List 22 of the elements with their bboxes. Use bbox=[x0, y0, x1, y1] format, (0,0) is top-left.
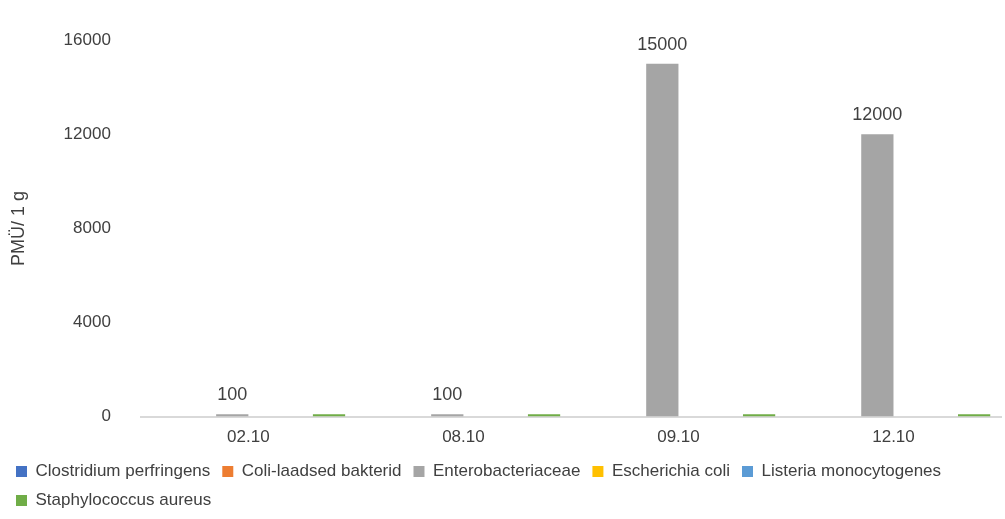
legend-label: Escherichia coli bbox=[611, 461, 731, 481]
x-tick-label: 09.10 bbox=[657, 427, 700, 447]
y-tick-label: 0 bbox=[101, 406, 111, 426]
data-label: 15000 bbox=[637, 33, 688, 54]
y-tick-label: 4000 bbox=[73, 312, 111, 332]
legend-label: Enterobacteriaceae bbox=[432, 461, 581, 481]
legend-label: Coli-laadsed bakterid bbox=[241, 461, 402, 481]
legend-label: Clostridium perfringens bbox=[35, 461, 211, 481]
data-label: 100 bbox=[432, 384, 463, 405]
y-tick-label: 16000 bbox=[63, 29, 111, 49]
data-label: 12000 bbox=[852, 104, 903, 125]
y-tick-label: 12000 bbox=[63, 123, 111, 143]
legend-label: Listeria monocytogenes bbox=[761, 461, 942, 481]
x-tick-label: 12.10 bbox=[872, 427, 915, 447]
bar bbox=[861, 134, 894, 417]
legend-label: Staphylococcus aureus bbox=[35, 490, 212, 510]
bar bbox=[646, 63, 679, 417]
x-tick-label: 02.10 bbox=[227, 427, 270, 447]
y-axis-title: PMÜ/ 1 g bbox=[7, 190, 28, 266]
y-tick-label: 8000 bbox=[73, 218, 111, 238]
data-label: 100 bbox=[217, 384, 248, 405]
x-tick-label: 08.10 bbox=[442, 427, 485, 447]
